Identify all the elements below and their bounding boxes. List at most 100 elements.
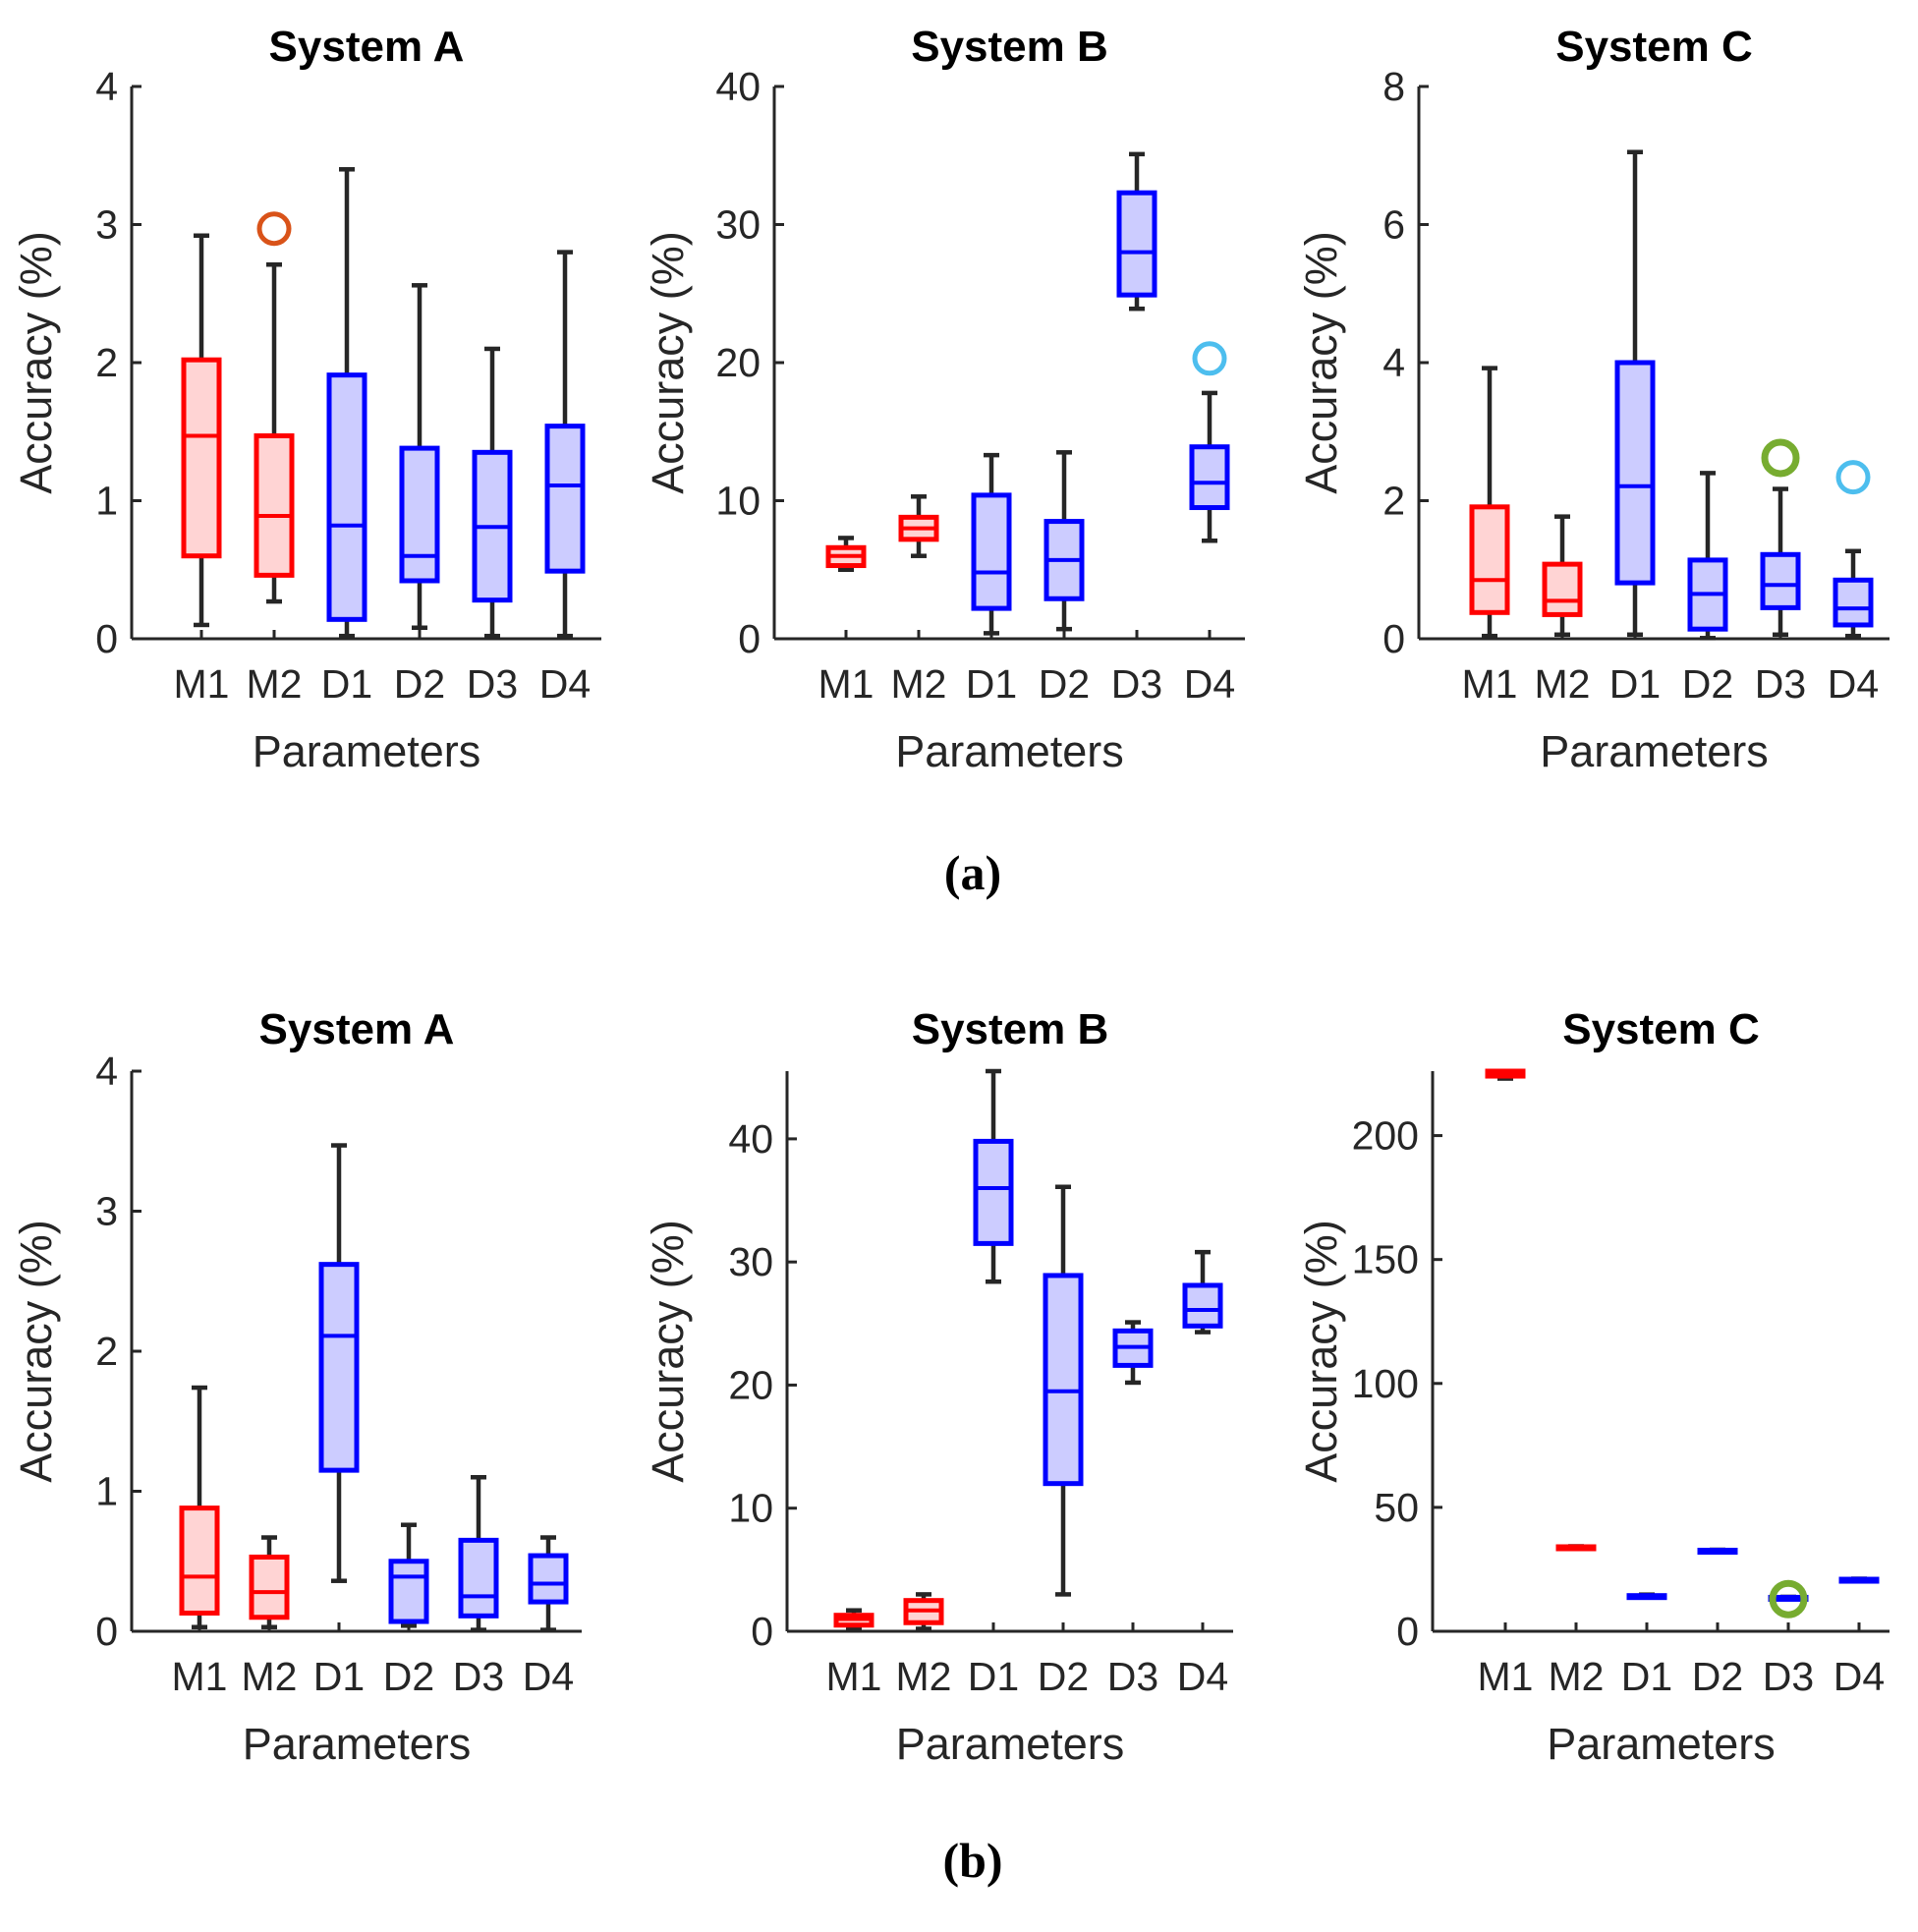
box-D2 bbox=[1687, 471, 1728, 641]
box-M1 bbox=[181, 233, 222, 628]
box-iqr bbox=[181, 357, 222, 559]
x-tick-label: D1 bbox=[1621, 1654, 1672, 1699]
box-iqr bbox=[1043, 1273, 1084, 1487]
x-tick-label: D4 bbox=[1184, 661, 1235, 707]
x-tick-label: D1 bbox=[313, 1654, 365, 1699]
y-tick-label: 20 bbox=[728, 1362, 773, 1407]
outlier-D4 bbox=[1835, 460, 1871, 495]
x-axis-label: Parameters bbox=[253, 726, 481, 776]
x-tick-label: M1 bbox=[826, 1654, 882, 1699]
x-axis-label: Parameters bbox=[896, 1719, 1125, 1769]
y-tick-label: 40 bbox=[728, 1116, 773, 1162]
x-axis-label: Parameters bbox=[1540, 726, 1769, 776]
chart-panel-a-3: System C 0 2 4 6 8 M1 M2 D1 D2 D3 D4 Parameters Accur… bbox=[1296, 23, 1890, 776]
x-tick-label: M1 bbox=[174, 661, 230, 707]
box-iqr bbox=[1614, 360, 1656, 586]
x-tick-label: D3 bbox=[453, 1654, 504, 1699]
box-D3 bbox=[1768, 1594, 1809, 1602]
box-M2 bbox=[903, 1592, 944, 1631]
y-tick-label: 30 bbox=[728, 1239, 773, 1284]
y-tick-label: 0 bbox=[1396, 1609, 1419, 1654]
chart-title: System C bbox=[1555, 23, 1753, 71]
y-tick-label: 10 bbox=[715, 479, 761, 524]
x-tick-label: D1 bbox=[321, 661, 372, 707]
box-M2 bbox=[249, 1535, 290, 1629]
x-tick-label: M1 bbox=[1478, 1654, 1534, 1699]
x-tick-label: D4 bbox=[523, 1654, 574, 1699]
y-axis-label: Accuracy (%) bbox=[643, 231, 693, 494]
x-tick-label: D1 bbox=[968, 1654, 1019, 1699]
y-tick-label: 40 bbox=[715, 64, 761, 109]
box-D3 bbox=[1112, 1320, 1154, 1386]
y-tick-label: 6 bbox=[1382, 202, 1405, 248]
y-tick-label: 10 bbox=[728, 1486, 773, 1531]
chart-panel-b-3: System C 0 50 100 150 200 M1 M2 D1 D2 D3 D4 Paramete… bbox=[1296, 1005, 1890, 1769]
outlier-D3 bbox=[1761, 438, 1800, 478]
x-tick-label: D4 bbox=[1828, 661, 1879, 707]
y-axis-label: Accuracy (%) bbox=[643, 1220, 693, 1483]
box-iqr bbox=[973, 1138, 1014, 1246]
y-tick-label: 3 bbox=[95, 202, 118, 248]
x-tick-label: M2 bbox=[896, 1654, 952, 1699]
x-tick-label: M2 bbox=[1549, 1654, 1605, 1699]
outlier-M2 bbox=[256, 211, 292, 247]
x-tick-label: D3 bbox=[467, 661, 518, 707]
box-D3 bbox=[472, 346, 513, 639]
y-tick-label: 4 bbox=[95, 1049, 118, 1094]
box-D1 bbox=[326, 167, 367, 639]
box-D3 bbox=[458, 1475, 499, 1632]
x-tick-label: D3 bbox=[1763, 1654, 1814, 1699]
box-iqr bbox=[544, 424, 586, 574]
box-D2 bbox=[1044, 450, 1085, 632]
y-tick-label: 3 bbox=[95, 1189, 118, 1234]
chart-panel-a-2: System B 0 10 20 30 40 M1 M2 D1 D2 D3 D4 Parameters A… bbox=[643, 23, 1245, 776]
box-D2 bbox=[1697, 1547, 1738, 1556]
box-iqr bbox=[1760, 551, 1801, 610]
box-D4 bbox=[1182, 1249, 1223, 1335]
box-D2 bbox=[388, 1522, 429, 1628]
outlier-D4 bbox=[1192, 341, 1227, 376]
x-axis-label: Parameters bbox=[895, 726, 1124, 776]
box-M1 bbox=[1469, 366, 1510, 639]
x-tick-label: D3 bbox=[1111, 661, 1162, 707]
box-D3 bbox=[1116, 151, 1157, 312]
box-M2 bbox=[254, 261, 295, 604]
x-tick-label: D1 bbox=[966, 661, 1017, 707]
box-D1 bbox=[1614, 149, 1656, 638]
y-tick-label: 2 bbox=[1382, 479, 1405, 524]
chart-title: System A bbox=[259, 1005, 455, 1053]
box-M2 bbox=[898, 494, 939, 558]
box-M1 bbox=[833, 1608, 874, 1631]
x-tick-label: M2 bbox=[891, 661, 947, 707]
box-D4 bbox=[1833, 548, 1874, 639]
y-axis-label: Accuracy (%) bbox=[11, 1220, 61, 1483]
y-tick-label: 4 bbox=[1382, 340, 1405, 385]
y-tick-label: 200 bbox=[1352, 1113, 1419, 1159]
box-D1 bbox=[971, 452, 1012, 636]
x-tick-label: M2 bbox=[242, 1654, 298, 1699]
y-tick-label: 50 bbox=[1374, 1485, 1419, 1530]
x-tick-label: D2 bbox=[1692, 1654, 1743, 1699]
box-iqr bbox=[1189, 444, 1230, 511]
x-tick-label: M1 bbox=[1462, 661, 1518, 707]
box-M1 bbox=[1485, 1068, 1526, 1081]
box-D4 bbox=[528, 1535, 569, 1632]
box-iqr bbox=[399, 445, 440, 584]
y-axis-label: Accuracy (%) bbox=[1296, 1220, 1346, 1483]
box-D1 bbox=[973, 1068, 1014, 1284]
y-tick-label: 100 bbox=[1352, 1361, 1419, 1406]
x-tick-label: D4 bbox=[1833, 1654, 1885, 1699]
y-tick-label: 0 bbox=[738, 616, 761, 661]
box-iqr bbox=[1469, 504, 1510, 615]
chart-title: System B bbox=[912, 1005, 1109, 1053]
x-tick-label: M1 bbox=[818, 661, 874, 707]
box-D2 bbox=[399, 283, 440, 631]
box-D4 bbox=[1189, 390, 1230, 543]
box-iqr bbox=[179, 1506, 220, 1616]
y-axis-label: Accuracy (%) bbox=[1296, 231, 1346, 494]
x-tick-label: M1 bbox=[172, 1654, 228, 1699]
y-tick-label: 0 bbox=[95, 1609, 118, 1654]
x-tick-label: D2 bbox=[1682, 661, 1733, 707]
box-iqr bbox=[1116, 190, 1157, 298]
